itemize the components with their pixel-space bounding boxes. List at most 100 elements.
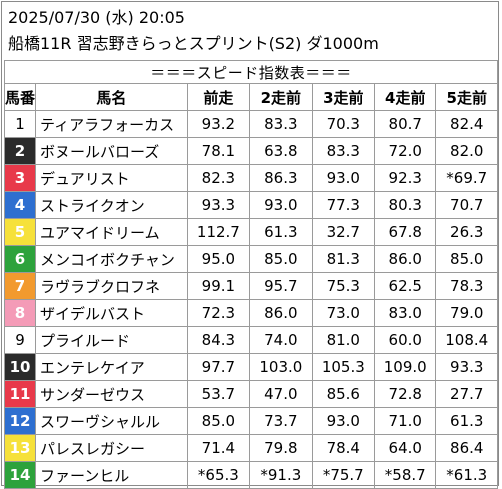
table-row: 10 エンテレケイア 97.7 103.0 105.3 109.0 93.3 (3, 353, 498, 381)
horse-name: ユアマイドリーム (35, 218, 188, 246)
horse-name: ラヴラブクロフネ (35, 272, 188, 300)
score-4back: 60.0 (374, 326, 437, 354)
horse-name: スワーヴシャルル (35, 407, 188, 435)
score-last: 93.3 (186, 191, 251, 219)
score-last: 95.0 (186, 245, 251, 273)
score-4back: 72.0 (374, 137, 437, 165)
horse-number: 3 (3, 164, 37, 192)
score-3back: 78.4 (311, 434, 376, 462)
horse-name: パレスレガシー (35, 434, 188, 462)
score-2back: 73.7 (249, 407, 313, 435)
score-3back: 85.6 (311, 380, 376, 408)
table-row: 14 ファーンヒル *65.3 *91.3 *75.7 *58.7 *61.3 (3, 461, 498, 489)
score-5back: 86.4 (435, 434, 498, 462)
score-4back: 83.0 (374, 299, 437, 327)
col-header-3back: 3走前 (311, 83, 376, 111)
score-3back: 73.0 (311, 299, 376, 327)
score-2back: 85.0 (249, 245, 313, 273)
horse-name: ティアラフォーカス (35, 110, 188, 138)
score-5back: *61.3 (435, 461, 498, 489)
table-row: 5 ユアマイドリーム 112.7 61.3 32.7 67.8 26.3 (3, 218, 498, 246)
score-2back: 63.8 (249, 137, 313, 165)
table-row: 3 デュアリスト 82.3 86.3 93.0 92.3 *69.7 (3, 164, 498, 192)
score-2back: 83.3 (249, 110, 313, 138)
horse-name: サンダーゼウス (35, 380, 188, 408)
score-2back: 86.3 (249, 164, 313, 192)
score-4back: 86.0 (374, 245, 437, 273)
score-3back: 93.0 (311, 164, 376, 192)
table-row: 9 プライルード 84.3 74.0 81.0 60.0 108.4 (3, 326, 498, 354)
horse-name: ファーンヒル (35, 461, 188, 489)
horse-name: デュアリスト (35, 164, 188, 192)
score-5back: 93.3 (435, 353, 498, 381)
horse-number: 5 (3, 218, 37, 246)
horse-number: 9 (3, 326, 37, 354)
score-last: 93.2 (186, 110, 251, 138)
score-2back: 95.7 (249, 272, 313, 300)
score-last: 85.0 (186, 407, 251, 435)
score-last: 99.1 (186, 272, 251, 300)
horse-name: メンコイボクチャン (35, 245, 188, 273)
horse-number: 11 (3, 380, 37, 408)
score-last: 97.7 (186, 353, 251, 381)
score-2back: 61.3 (249, 218, 313, 246)
horse-number: 2 (3, 137, 37, 165)
score-5back: 26.3 (435, 218, 498, 246)
col-header-number: 馬番 (3, 83, 37, 111)
score-2back: 79.8 (249, 434, 313, 462)
score-2back: 74.0 (249, 326, 313, 354)
horse-number: 10 (3, 353, 37, 381)
score-3back: 32.7 (311, 218, 376, 246)
score-last: 82.3 (186, 164, 251, 192)
table-row: 7 ラヴラブクロフネ 99.1 95.7 75.3 62.5 78.3 (3, 272, 498, 300)
score-3back: 77.3 (311, 191, 376, 219)
horse-number: 1 (3, 110, 37, 138)
col-header-4back: 4走前 (374, 83, 437, 111)
horse-name: ストライクオン (35, 191, 188, 219)
table-row: 13 パレスレガシー 71.4 79.8 78.4 64.0 86.4 (3, 434, 498, 462)
table-row: 8 ザイデルバスト 72.3 86.0 73.0 83.0 79.0 (3, 299, 498, 327)
score-last: *65.3 (186, 461, 251, 489)
horse-number: 13 (3, 434, 37, 462)
score-4back: 109.0 (374, 353, 437, 381)
table-row: 2 ボヌールバローズ 78.1 63.8 83.3 72.0 82.0 (3, 137, 498, 165)
score-4back: 71.0 (374, 407, 437, 435)
score-4back: 72.8 (374, 380, 437, 408)
table-row: 1 ティアラフォーカス 93.2 83.3 70.3 80.7 82.4 (3, 110, 498, 138)
score-5back: 82.4 (435, 110, 498, 138)
race-title: 船橋11R 習志野きらっとスプリント(S2) ダ1000m (8, 34, 379, 53)
score-4back: 62.5 (374, 272, 437, 300)
score-5back: 27.7 (435, 380, 498, 408)
horse-name: エンテレケイア (35, 353, 188, 381)
score-5back: 78.3 (435, 272, 498, 300)
score-3back: 70.3 (311, 110, 376, 138)
col-header-5back: 5走前 (435, 83, 498, 111)
score-2back: 47.0 (249, 380, 313, 408)
score-5back: 70.7 (435, 191, 498, 219)
horse-number: 6 (3, 245, 37, 273)
score-3back: 83.3 (311, 137, 376, 165)
horse-name: プライルード (35, 326, 188, 354)
col-header-last: 前走 (186, 83, 251, 111)
score-last: 112.7 (186, 218, 251, 246)
score-last: 71.4 (186, 434, 251, 462)
score-4back: 67.8 (374, 218, 437, 246)
score-5back: 108.4 (435, 326, 498, 354)
horse-name: ザイデルバスト (35, 299, 188, 327)
horse-name: ボヌールバローズ (35, 137, 188, 165)
score-2back: 93.0 (249, 191, 313, 219)
col-header-name: 馬名 (35, 83, 188, 111)
score-5back: 79.0 (435, 299, 498, 327)
score-2back: 103.0 (249, 353, 313, 381)
speed-index-table: ＝＝＝スピード指数表＝＝＝ 馬番 馬名 前走 2走前 3走前 4走前 5走前 1… (3, 60, 498, 489)
race-datetime: 2025/07/30 (水) 20:05 (8, 8, 185, 27)
score-4back: 92.3 (374, 164, 437, 192)
score-3back: 75.3 (311, 272, 376, 300)
score-last: 78.1 (186, 137, 251, 165)
score-last: 53.7 (186, 380, 251, 408)
score-4back: 80.3 (374, 191, 437, 219)
score-4back: 64.0 (374, 434, 437, 462)
table-row: 11 サンダーゼウス 53.7 47.0 85.6 72.8 27.7 (3, 380, 498, 408)
score-5back: 82.0 (435, 137, 498, 165)
